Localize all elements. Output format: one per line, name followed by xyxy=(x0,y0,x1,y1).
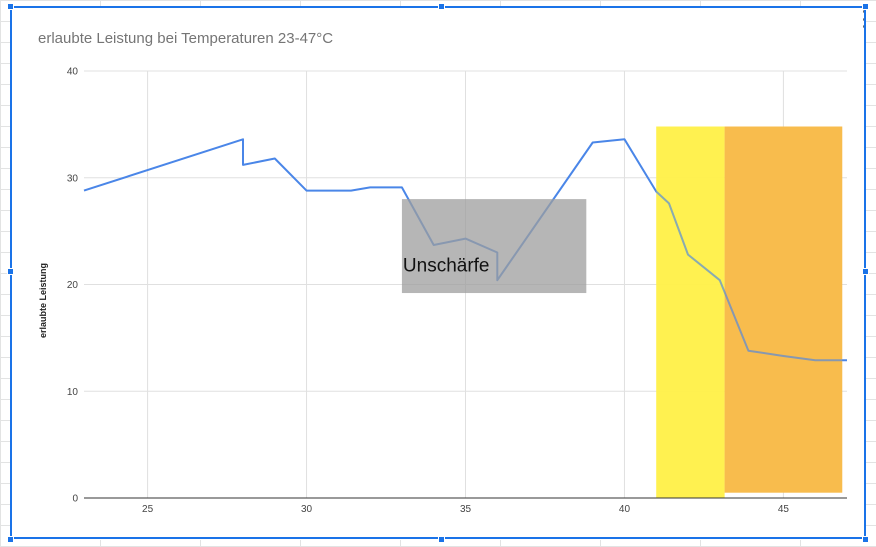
resize-handle-tc[interactable] xyxy=(438,3,445,10)
resize-handle-ml[interactable] xyxy=(7,268,14,275)
x-tick-label: 40 xyxy=(619,504,631,515)
y-tick-label: 0 xyxy=(72,494,78,505)
resize-handle-mr[interactable] xyxy=(862,268,869,275)
blur-overlay: Unschärfe xyxy=(401,126,843,498)
y-tick-label: 10 xyxy=(67,387,79,398)
resize-handle-tl[interactable] xyxy=(7,3,14,10)
resize-handle-br[interactable] xyxy=(862,536,869,543)
resize-handle-bc[interactable] xyxy=(438,536,445,543)
y-axis-label: erlaubte Leistung xyxy=(38,263,48,338)
y-tick-label: 40 xyxy=(67,67,79,78)
chart-title: erlaubte Leistung bei Temperaturen 23-47… xyxy=(38,30,334,47)
highlight-box xyxy=(656,126,725,498)
highlight-box xyxy=(724,126,843,493)
highlight-tint xyxy=(656,126,725,498)
highlight-boxes xyxy=(656,126,843,498)
tick-labels: 0 10 20 30 40 25 30 35 40 45 xyxy=(67,67,790,516)
y-tick-label: 30 xyxy=(67,173,79,184)
x-tick-label: 45 xyxy=(778,504,790,515)
resize-handle-bl[interactable] xyxy=(7,536,14,543)
resize-handle-tr[interactable] xyxy=(862,3,869,10)
blur-overlay-box xyxy=(401,199,587,294)
blur-overlay-label: Unschärfe xyxy=(403,255,490,276)
y-tick-label: 20 xyxy=(67,280,79,291)
x-tick-label: 30 xyxy=(301,504,313,515)
highlight-tint xyxy=(724,126,843,493)
x-tick-label: 25 xyxy=(142,504,154,515)
x-tick-label: 35 xyxy=(460,504,472,515)
